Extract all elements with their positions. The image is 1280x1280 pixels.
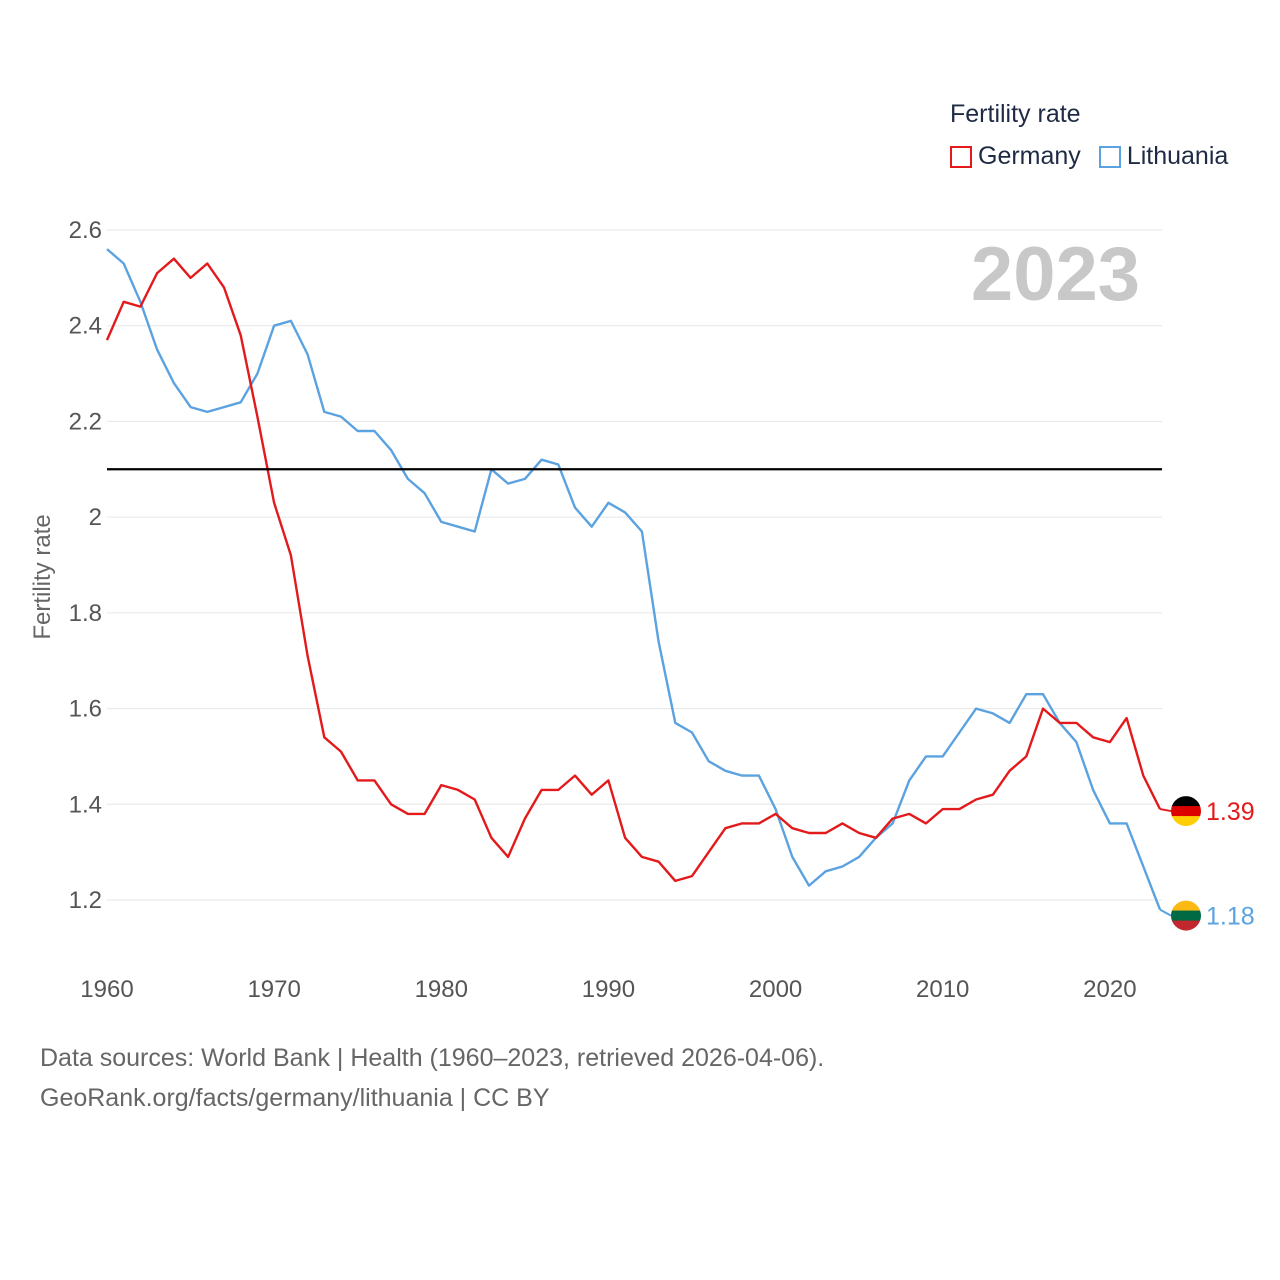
y-axis-label: Fertility rate <box>29 514 56 639</box>
flag-germany-icon <box>1171 796 1201 827</box>
x-tick-1990: 1990 <box>582 976 635 1003</box>
series-line-germany <box>105 257 1162 883</box>
y-tick-1: 1.4 <box>69 791 102 818</box>
y-tick-4: 2 <box>89 504 102 531</box>
end-label-lithuania: 1.18 <box>1206 903 1255 931</box>
x-tick-2020: 2020 <box>1083 976 1136 1003</box>
legend: Germany Lithuania <box>950 142 1246 171</box>
legend-label-germany: Germany <box>978 142 1081 170</box>
legend-item-lithuania[interactable]: Lithuania <box>1098 142 1229 171</box>
y-tick-0: 1.2 <box>69 887 102 914</box>
y-tick-6: 2.4 <box>69 313 102 340</box>
flag-stripe-1 <box>1171 806 1201 817</box>
y-tick-5: 2.2 <box>69 408 102 435</box>
lithuania-swatch <box>1098 145 1121 168</box>
germany-swatch <box>950 145 972 168</box>
x-tick-2010: 2010 <box>916 976 969 1003</box>
x-tick-labels: 1960 1970 1980 1990 2000 2010 2020 <box>80 976 1136 1003</box>
source-line-1: Data sources: World Bank | Health (1960–… <box>40 1044 825 1072</box>
x-tick-2000: 2000 <box>749 976 802 1003</box>
legend-title: Fertility rate <box>950 100 1081 128</box>
x-tick-1970: 1970 <box>247 976 300 1003</box>
series-lines <box>105 248 1162 911</box>
y-tick-7: 2.6 <box>69 217 102 244</box>
x-tick-1980: 1980 <box>415 976 468 1003</box>
legend-label-lithuania: Lithuania <box>1126 142 1229 170</box>
y-tick-3: 1.8 <box>69 600 102 627</box>
series-line-lithuania <box>106 248 1162 911</box>
flag-stripe-1 <box>1171 910 1201 922</box>
flag-lithuania-icon <box>1171 900 1201 931</box>
flag-stripe-0 <box>1171 900 1201 912</box>
y-tick-labels: 1.2 1.4 1.6 1.8 2 2.2 2.4 2.6 <box>69 217 102 914</box>
source-line-2[interactable]: GeoRank.org/facts/germany/lithuania | CC… <box>40 1084 550 1112</box>
x-tick-1960: 1960 <box>80 976 133 1003</box>
flag-stripe-2 <box>1171 920 1201 931</box>
gridlines <box>107 229 1162 901</box>
legend-item-germany[interactable]: Germany <box>950 142 1081 171</box>
end-label-germany: 1.39 <box>1206 798 1255 826</box>
end-markers: 1.39 1.18 <box>1159 796 1255 931</box>
connector-lithuania <box>1159 908 1172 917</box>
flag-stripe-0 <box>1171 796 1201 807</box>
connector-germany <box>1159 808 1172 813</box>
year-label: 2023 <box>971 232 1140 317</box>
flag-stripe-2 <box>1171 816 1201 827</box>
y-tick-2: 1.6 <box>69 696 102 723</box>
